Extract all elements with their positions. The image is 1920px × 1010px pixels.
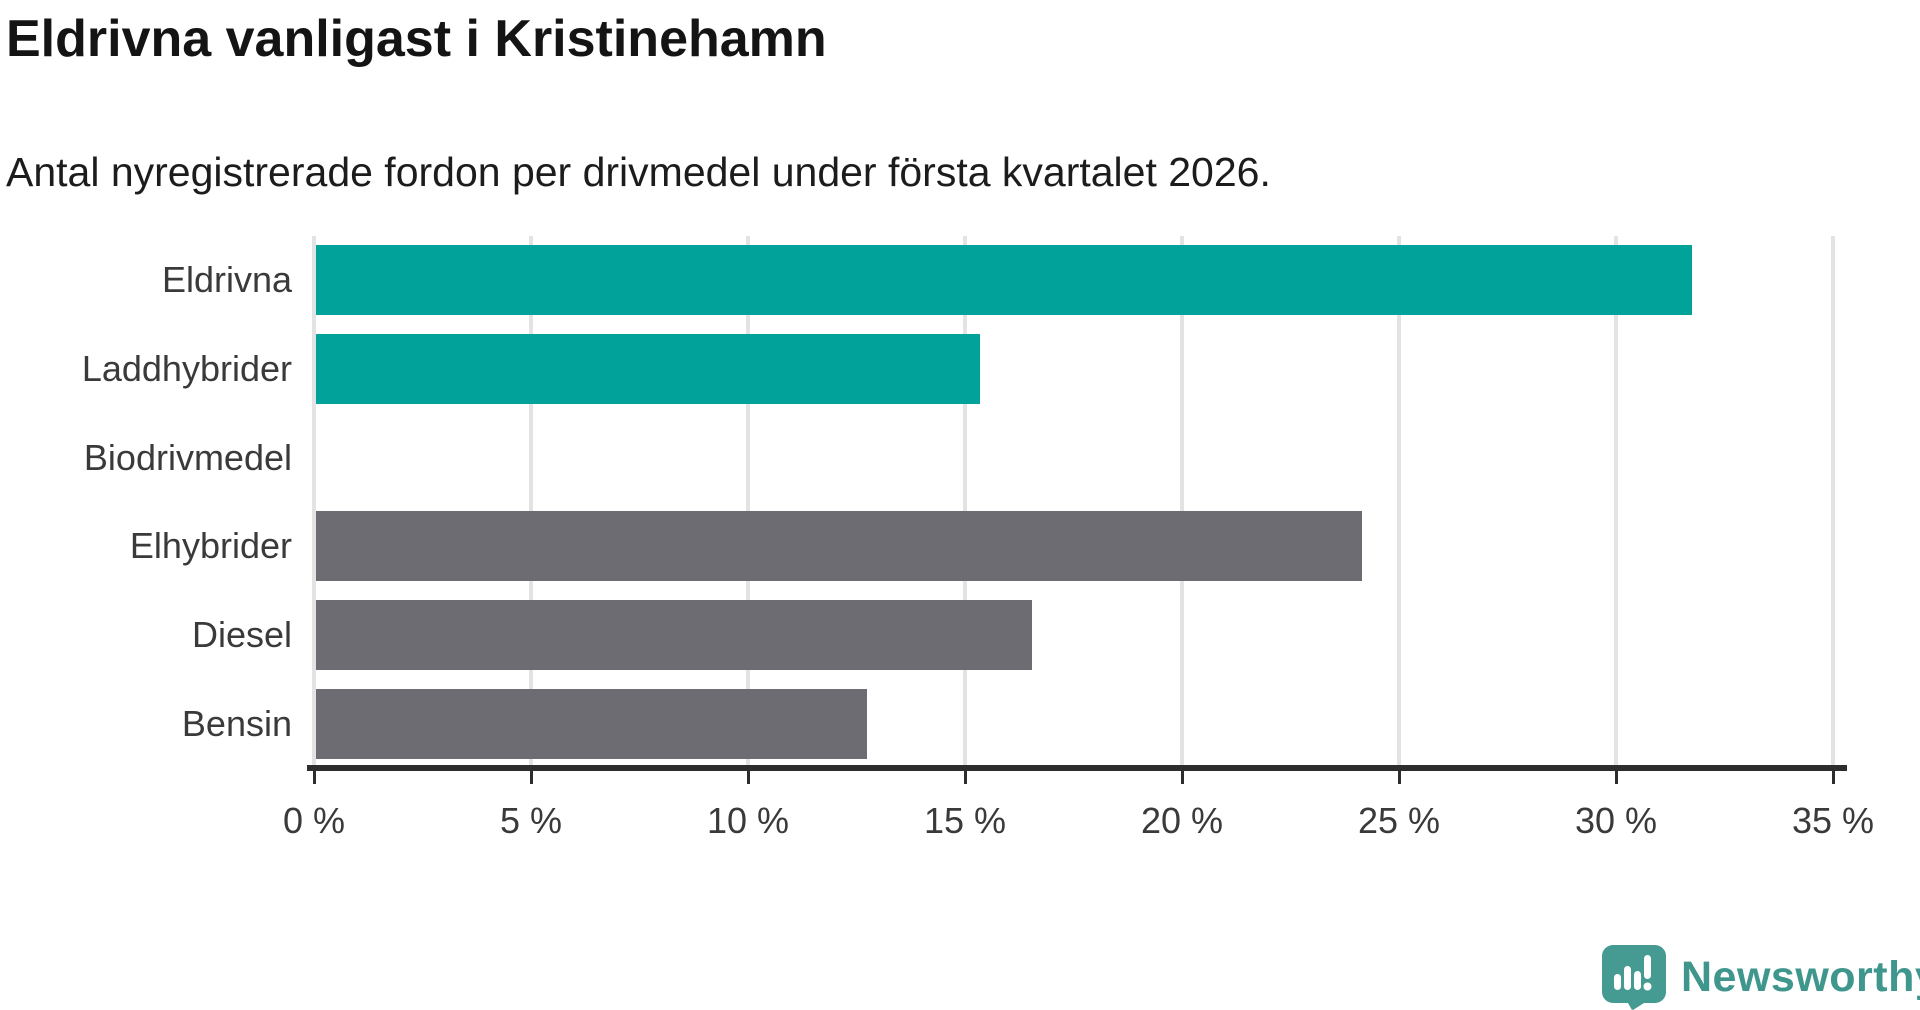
category-label-biodrivmedel: Biodrivmedel	[83, 436, 292, 478]
chart-subtitle: Antal nyregistrerade fordon per drivmede…	[6, 149, 1271, 195]
tick-mark-0	[312, 771, 316, 784]
tick-label-0: 0 %	[282, 800, 346, 841]
gridline-35	[1831, 236, 1835, 768]
tick-label-35: 35 %	[1791, 800, 1875, 841]
tick-mark-15	[963, 771, 967, 784]
brand-wordmark: Newsworthy	[1681, 952, 1920, 1001]
category-label-elhybrider: Elhybrider	[129, 525, 292, 567]
tick-mark-35	[1831, 771, 1835, 784]
tick-label-25: 25 %	[1357, 800, 1441, 841]
tick-mark-5	[529, 771, 533, 784]
category-label-laddhybrider: Laddhybrider	[81, 348, 292, 389]
tick-mark-10	[746, 771, 750, 784]
bar-elhybrider	[316, 511, 1362, 582]
gridline-20	[1180, 236, 1184, 768]
brand-footer: Newsworthy	[1601, 944, 1920, 1010]
bar-bensin	[316, 688, 868, 759]
tick-label-15: 15 %	[923, 800, 1007, 841]
chart-title: Eldrivna vanligast i Kristinehamn	[6, 10, 827, 68]
tick-label-30: 30 %	[1574, 800, 1658, 841]
tick-mark-25	[1397, 771, 1401, 784]
gridline-25	[1397, 236, 1401, 768]
plot-area	[312, 236, 1844, 768]
newsworthy-logo-icon	[1601, 944, 1667, 1010]
category-label-diesel: Diesel	[191, 614, 292, 655]
gridline-0	[312, 236, 316, 768]
gridline-30	[1614, 236, 1618, 768]
gridline-10	[746, 236, 750, 768]
gridline-5	[529, 236, 533, 768]
bar-eldrivna	[316, 245, 1692, 316]
category-label-eldrivna: Eldrivna	[161, 259, 292, 301]
x-axis-line	[307, 765, 1847, 771]
tick-label-10: 10 %	[706, 800, 790, 841]
category-label-bensin: Bensin	[181, 702, 292, 744]
tick-label-20: 20 %	[1140, 800, 1224, 841]
bar-laddhybrider	[316, 334, 981, 404]
tick-mark-20	[1180, 771, 1184, 784]
bar-diesel	[316, 600, 1033, 670]
gridline-15	[963, 236, 967, 768]
tick-mark-30	[1614, 771, 1618, 784]
category-axis-labels: Eldrivna Laddhybrider Biodrivmedel Elhybrid…	[0, 236, 292, 768]
tick-label-5: 5 %	[499, 800, 563, 841]
